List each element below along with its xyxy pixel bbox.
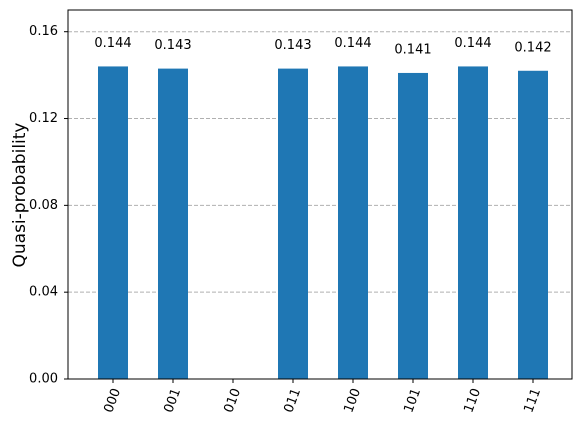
bar [158,68,188,379]
bar [338,66,368,379]
x-tick-label: 100 [341,386,364,414]
data-label: 0.144 [334,36,371,51]
x-tick-label: 001 [161,386,184,414]
bar [518,70,548,379]
x-tick-label: 101 [401,386,424,414]
y-tick-label: 0.16 [29,24,58,39]
y-axis-label: Quasi-probability [10,123,30,268]
bar [458,66,488,379]
data-label: 0.144 [94,36,131,51]
data-label: 0.144 [454,36,491,51]
bar [98,66,128,379]
x-tick-label: 010 [221,386,244,414]
x-tick-label: 111 [521,386,544,414]
y-tick-label: 0.08 [29,198,58,213]
data-label: 0.141 [394,42,431,57]
x-tick-label: 110 [461,386,484,414]
axes-frame [67,9,573,380]
bar [278,68,308,379]
data-label: 0.142 [514,40,551,55]
y-tick-label: 0.12 [29,111,58,126]
data-label: 0.143 [274,38,311,53]
x-tick-label: 011 [281,386,304,414]
bar [398,72,428,380]
y-tick-label: 0.00 [29,372,58,387]
data-label: 0.143 [154,38,191,53]
y-tick-label: 0.04 [29,285,58,300]
x-tick-label: 000 [101,386,124,414]
